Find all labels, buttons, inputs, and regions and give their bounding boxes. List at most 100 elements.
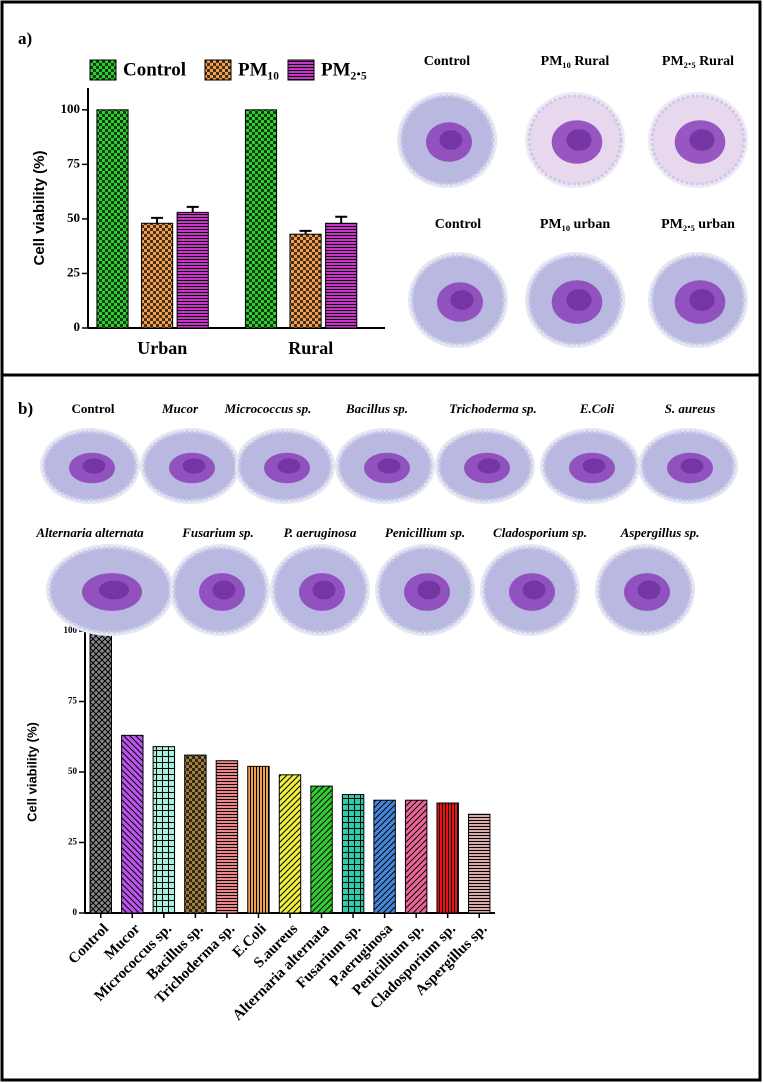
micrograph: [408, 252, 508, 348]
micrograph-label: E.Coli: [579, 401, 615, 416]
legend-swatch: [287, 59, 315, 81]
x-tick-label: Urban: [137, 338, 187, 358]
cell-nucleus-core: [680, 458, 704, 474]
cell-nucleus-core: [522, 580, 546, 600]
bar: [404, 799, 428, 914]
micrograph: [235, 428, 335, 504]
micrograph-label: PM₁₀ Rural: [541, 54, 610, 69]
micrograph-label: Bacillus sp.: [345, 401, 408, 416]
micrograph-label: PM₂.₅ Rural: [662, 54, 734, 69]
bar: [184, 754, 207, 914]
y-tick-label: 25: [67, 264, 81, 279]
bar: [468, 813, 491, 914]
bar: [436, 802, 459, 914]
cell-nucleus-core: [566, 289, 592, 311]
micrograph-label: Alternaria alternata: [35, 525, 144, 540]
bar: [96, 109, 129, 329]
micrograph-label: Control: [71, 401, 114, 416]
legend-label: PM₂.₅: [321, 59, 367, 80]
cell-nucleus-core: [182, 458, 206, 474]
y-tick-label: 0: [74, 319, 81, 334]
error-bar: [335, 215, 348, 224]
micrograph-label: PM₁₀ urban: [540, 217, 610, 232]
cell-nucleus-core: [277, 458, 301, 474]
bar: [325, 222, 358, 329]
bar: [121, 734, 144, 914]
error-bar: [299, 229, 312, 235]
micrograph: [140, 428, 240, 504]
micrograph: [270, 544, 370, 636]
cell-nucleus-core: [477, 458, 501, 474]
micrograph: [525, 92, 625, 188]
cell-nucleus-core: [377, 458, 401, 474]
micrograph-label: Control: [424, 54, 471, 69]
micrograph: [397, 92, 497, 188]
micrograph: [335, 428, 435, 504]
x-tick-label: Rural: [288, 338, 333, 358]
bar: [176, 211, 209, 329]
cell-nucleus-core: [689, 129, 715, 151]
legend-label: Control: [123, 59, 186, 80]
micrograph-label: Mucor: [161, 401, 199, 416]
y-tick-label: 75: [67, 155, 81, 170]
cell-nucleus-core: [582, 458, 606, 474]
micrograph-label: S. aureus: [665, 401, 716, 416]
panel-label: a): [18, 29, 32, 48]
y-tick-label: 0: [73, 907, 78, 917]
micrograph-label: PM₂.₅ urban: [661, 217, 735, 232]
bar: [215, 760, 239, 914]
legend-swatch: [204, 59, 232, 81]
micrograph-label: Fusarium sp.: [181, 525, 254, 540]
micrograph: [435, 428, 535, 504]
legend-label: PM₁₀: [238, 59, 279, 80]
micrograph-label: Control: [435, 217, 482, 232]
cell-nucleus-core: [450, 290, 474, 310]
micrograph: [40, 428, 140, 504]
y-tick-label: 100: [64, 625, 78, 635]
bar: [247, 765, 270, 914]
y-tick-label: 25: [68, 837, 78, 847]
micrograph: [638, 428, 738, 504]
panel-label: b): [18, 399, 33, 418]
y-tick-label: 50: [67, 210, 80, 225]
legend-swatch: [89, 59, 117, 81]
micrograph: [595, 544, 695, 636]
cell-nucleus-core: [417, 580, 441, 600]
bar: [278, 774, 302, 914]
cell-nucleus-core: [439, 130, 463, 150]
micrograph: [170, 544, 270, 636]
micrograph-label: P. aeruginosa: [284, 525, 357, 540]
bar: [89, 630, 112, 914]
y-tick-label: 50: [68, 766, 78, 776]
cell-nucleus-core: [212, 580, 236, 600]
y-axis-label: Cell viability (%): [31, 150, 48, 265]
y-axis-label: Cell viability (%): [24, 722, 39, 822]
micrograph-label: Cladosporium sp.: [493, 525, 587, 540]
y-tick-label: 75: [68, 696, 78, 706]
cell-nucleus-core: [82, 458, 106, 474]
micrograph: [648, 92, 748, 188]
micrograph: [525, 252, 625, 348]
micrograph: [480, 544, 580, 636]
cell-nucleus-core: [637, 580, 661, 600]
bar: [140, 222, 174, 329]
micrograph: [375, 544, 475, 636]
micrograph-label: Micrococcus sp.: [224, 401, 312, 416]
error-bar: [186, 205, 199, 213]
bar: [289, 233, 322, 329]
bar: [152, 746, 176, 914]
micrograph-label: Penicillium sp.: [385, 525, 465, 540]
cell-nucleus-core: [99, 580, 129, 600]
bar: [373, 799, 396, 914]
cell-nucleus-core: [566, 129, 592, 151]
cell-nucleus-core: [312, 580, 336, 600]
bar: [341, 794, 365, 914]
micrograph-label: Trichoderma sp.: [449, 401, 537, 416]
micrograph: [540, 428, 640, 504]
error-bar: [151, 216, 164, 224]
cell-nucleus-core: [689, 289, 715, 311]
bar: [310, 785, 333, 914]
y-tick-label: 100: [61, 101, 81, 116]
